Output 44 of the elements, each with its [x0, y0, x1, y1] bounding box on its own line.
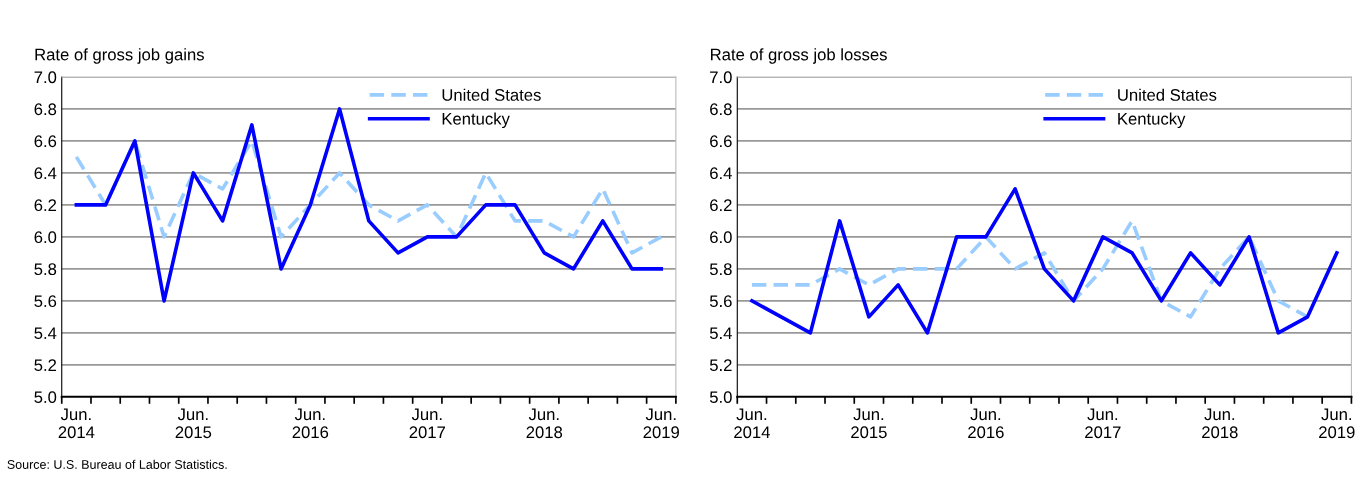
legend-label: United States — [1118, 88, 1217, 101]
y-tick-label: 7.0 — [710, 71, 732, 84]
y-tick-label: 5.8 — [709, 263, 732, 276]
line-series — [74, 107, 664, 303]
y-tick-label: 6.2 — [710, 199, 732, 212]
chart-title: Rate of gross job gains — [35, 48, 204, 64]
chart-title: Rate of gross job losses — [711, 48, 887, 64]
y-tick-label: 6.4 — [34, 167, 57, 180]
x-tick-label: Jun. 2016 — [292, 408, 329, 439]
y-tick-label: 6.0 — [710, 231, 732, 244]
x-tick-label: Jun. 2014 — [734, 408, 770, 439]
x-tick-label: Jun. 2014 — [58, 408, 95, 439]
y-tick-label: 6.2 — [34, 199, 57, 212]
y-tick-label: 7.0 — [34, 71, 57, 84]
x-tick-label: Jun. 2018 — [1202, 408, 1238, 439]
y-tick-label: 6.4 — [710, 167, 732, 180]
y-tick-label: 5.0 — [709, 391, 732, 404]
x-tick-label: Jun. 2016 — [968, 408, 1004, 439]
y-tick-label: 5.4 — [34, 327, 57, 340]
source-note: Source: U.S. Bureau of Labor Statistics. — [7, 459, 227, 469]
y-tick-label: 6.8 — [34, 103, 57, 116]
y-tick-label: 5.6 — [34, 295, 57, 308]
y-tick-label: 6.6 — [34, 135, 57, 148]
x-tick-label: Jun. 2015 — [851, 408, 887, 439]
y-tick-label: 6.6 — [710, 135, 732, 148]
y-tick-label: 5.8 — [34, 263, 57, 276]
x-tick-label: Jun. 2019 — [643, 408, 679, 439]
x-tick-label: Jun. 2018 — [526, 408, 563, 439]
legend-label: United States — [442, 88, 541, 101]
y-tick-label: 5.2 — [34, 359, 57, 372]
x-tick-label: Jun. 2019 — [1319, 408, 1355, 439]
x-tick-label: Jun. 2017 — [1085, 408, 1121, 439]
y-tick-label: 5.0 — [34, 391, 57, 404]
line-series — [750, 187, 1339, 335]
y-tick-label: 5.6 — [709, 295, 732, 308]
x-tick-label: Jun. 2015 — [175, 408, 212, 439]
legend-label: Kentucky — [1118, 112, 1186, 129]
line-series — [750, 219, 1310, 319]
y-tick-label: 6.8 — [710, 103, 732, 116]
y-tick-label: 5.2 — [709, 359, 732, 372]
y-tick-label: 5.4 — [709, 327, 732, 340]
x-tick-label: Jun. 2017 — [409, 408, 445, 439]
legend-label: Kentucky — [442, 112, 510, 129]
y-tick-label: 6.0 — [34, 231, 57, 244]
